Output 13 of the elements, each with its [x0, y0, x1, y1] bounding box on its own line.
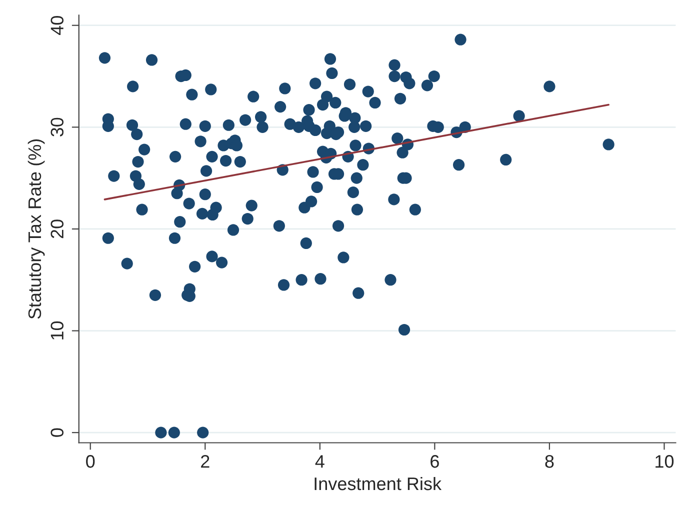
x-axis-title: Investment Risk [314, 476, 442, 490]
x-tick-label: 6 [430, 455, 439, 468]
y-axis-title: Statutory Tax Rate (%) [28, 139, 45, 319]
y-tick-label: 30 [50, 118, 64, 137]
x-tick-label: 0 [86, 455, 95, 468]
y-tick-label: 20 [50, 220, 64, 238]
y-tick-label: 10 [50, 321, 64, 340]
x-tick-label: 10 [656, 455, 674, 468]
y-tick-label: 40 [50, 16, 64, 35]
x-tick-label: 8 [545, 455, 554, 468]
y-tick-label: 0 [50, 428, 64, 437]
x-tick-label: 2 [201, 455, 210, 468]
x-tick-label: 4 [315, 455, 324, 468]
